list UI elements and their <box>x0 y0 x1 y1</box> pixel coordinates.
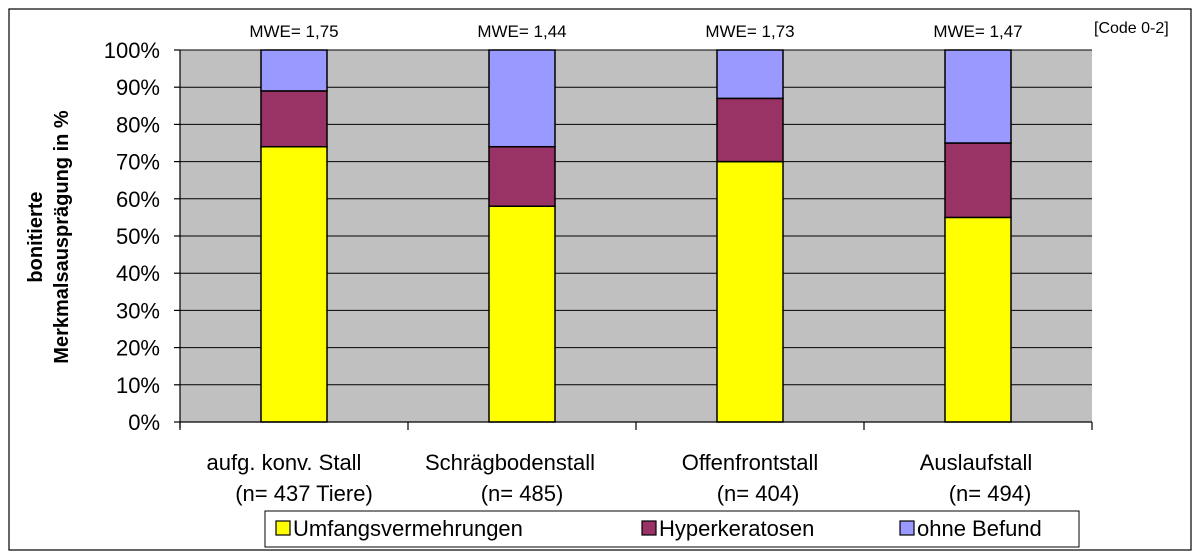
y-tick-label: 70% <box>116 150 160 175</box>
mwe-labels: MWE= 1,75 MWE= 1,44 MWE= 1,73 MWE= 1,47 <box>249 22 1022 41</box>
axes <box>174 49 1093 430</box>
legend-swatch <box>641 520 657 536</box>
x-category-n-label: (n= 485) <box>481 481 564 506</box>
bar-segment <box>488 49 556 148</box>
gridlines <box>180 49 1092 386</box>
bar-segment <box>260 90 328 148</box>
legend: Umfangsvermehrungen Hyperkeratosen ohne Be… <box>264 510 1080 548</box>
bar-segment <box>944 216 1012 423</box>
mwe-label: MWE= 1,47 <box>933 22 1022 41</box>
x-category-label: Schrägbodenstall <box>425 450 595 475</box>
mwe-label: MWE= 1,73 <box>705 22 794 41</box>
x-category-n-label: (n= 437 Tiere) <box>235 481 373 506</box>
code-label: [Code 0-2] <box>1094 20 1169 37</box>
bar-segment <box>944 49 1012 144</box>
x-category-n-label: (n= 404) <box>717 481 800 506</box>
bar-segment <box>488 205 556 423</box>
y-axis-label-line1: bonitierte <box>25 191 47 282</box>
y-tick-label: 50% <box>116 224 160 249</box>
legend-label: Hyperkeratosen <box>659 516 814 541</box>
y-tick-label: 100% <box>104 38 160 63</box>
y-axis-label-line2: Merkmalsausprägung in % <box>51 110 73 364</box>
y-tick-label: 0% <box>128 410 160 435</box>
y-tick-label: 80% <box>116 112 160 137</box>
y-tick-label: 40% <box>116 261 160 286</box>
bar-segment <box>716 160 784 423</box>
bar-segment <box>260 145 328 423</box>
bar-segment <box>944 142 1012 219</box>
mwe-label: MWE= 1,44 <box>477 22 566 41</box>
y-tick-label: 30% <box>116 298 160 323</box>
x-category-label: Offenfrontstall <box>682 450 819 475</box>
bar-segment <box>260 49 328 92</box>
mwe-label: MWE= 1,75 <box>249 22 338 41</box>
y-tick-label: 60% <box>116 187 160 212</box>
y-tick-label: 90% <box>116 75 160 100</box>
legend-swatch <box>275 520 291 536</box>
bar-segment <box>488 145 556 207</box>
y-tick-label: 10% <box>116 373 160 398</box>
x-category-n-label: (n= 494) <box>949 481 1032 506</box>
legend-swatch <box>899 520 915 536</box>
y-tick-label: 20% <box>116 336 160 361</box>
x-category-labels: aufg. konv. Stall (n= 437 Tiere) Schrägbod… <box>207 450 1033 506</box>
x-category-label: aufg. konv. Stall <box>207 450 362 475</box>
legend-label: ohne Befund <box>917 516 1042 541</box>
legend-label: Umfangsvermehrungen <box>293 516 523 541</box>
bar-segment <box>716 49 784 100</box>
x-category-label: Auslaufstall <box>920 450 1033 475</box>
bar-segment <box>716 97 784 163</box>
bars <box>260 49 1012 423</box>
legend-box <box>264 510 1080 548</box>
y-tick-labels: 0% 10% 20% 30% 40% 50% 60% 70% 80% 90% 100% <box>104 38 160 435</box>
